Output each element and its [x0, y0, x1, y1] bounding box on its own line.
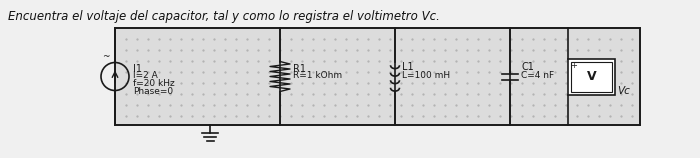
- Text: C=4 nF: C=4 nF: [521, 72, 554, 80]
- FancyBboxPatch shape: [115, 28, 640, 125]
- Bar: [571, 61, 612, 91]
- Text: Vc: Vc: [617, 86, 630, 97]
- Text: R=1 kOhm: R=1 kOhm: [293, 72, 342, 80]
- Text: I=2 A: I=2 A: [133, 72, 158, 80]
- Text: V: V: [587, 70, 596, 83]
- Text: L=100 mH: L=100 mH: [402, 70, 450, 79]
- Text: R1: R1: [293, 64, 306, 73]
- Text: +: +: [570, 61, 577, 70]
- Text: I1: I1: [133, 64, 142, 73]
- Text: L1: L1: [402, 63, 414, 73]
- Bar: [568, 58, 615, 94]
- Text: Encuentra el voltaje del capacitor, tal y como lo registra el voltimetro Vc.: Encuentra el voltaje del capacitor, tal …: [8, 10, 440, 23]
- Text: C1: C1: [521, 63, 534, 73]
- Text: ~: ~: [102, 52, 109, 61]
- Text: Phase=0: Phase=0: [133, 88, 173, 97]
- Text: f=20 kHz: f=20 kHz: [133, 79, 175, 88]
